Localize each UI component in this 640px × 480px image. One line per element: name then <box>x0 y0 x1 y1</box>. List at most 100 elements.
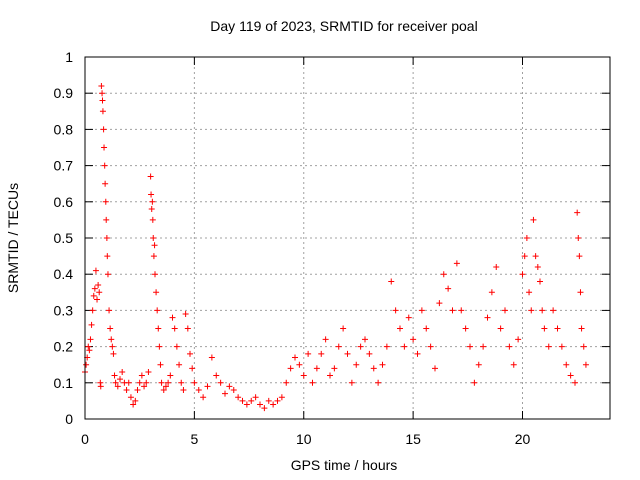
data-point <box>550 307 557 314</box>
data-point <box>526 289 533 296</box>
data-point <box>574 209 581 216</box>
data-point <box>414 350 421 357</box>
data-point <box>340 325 347 332</box>
data-point <box>111 372 118 379</box>
data-point <box>305 350 312 357</box>
grid-lines <box>85 57 610 419</box>
data-point <box>471 379 478 386</box>
data-point <box>217 379 224 386</box>
data-point <box>239 397 246 404</box>
data-point <box>278 394 285 401</box>
data-point <box>184 325 191 332</box>
data-point <box>226 383 233 390</box>
y-tick-label: 0.2 <box>54 339 74 355</box>
data-point <box>274 397 281 404</box>
data-point <box>375 379 382 386</box>
y-tick-label: 0.1 <box>54 375 74 391</box>
data-point <box>462 325 469 332</box>
y-tick-label: 0 <box>65 411 73 427</box>
data-point <box>96 289 103 296</box>
data-point <box>534 263 541 270</box>
data-point <box>296 361 303 368</box>
data-point <box>103 235 110 241</box>
data-point <box>150 253 157 260</box>
data-point <box>558 343 565 350</box>
data-point <box>141 383 148 390</box>
data-point <box>165 379 172 386</box>
data-point <box>410 336 417 343</box>
data-point <box>432 365 438 372</box>
x-tick-label: 5 <box>190 431 198 447</box>
data-point <box>151 242 158 249</box>
data-point <box>353 361 360 368</box>
data-point <box>101 162 108 169</box>
data-point <box>300 372 307 379</box>
data-point <box>567 372 574 379</box>
data-point <box>101 144 108 151</box>
data-point <box>86 347 93 354</box>
data-point <box>148 206 155 213</box>
y-tick-label: 0.6 <box>54 194 74 210</box>
data-point <box>149 216 156 223</box>
data-point <box>191 379 198 386</box>
data-point <box>318 350 325 357</box>
data-point <box>582 361 589 368</box>
data-point <box>149 198 156 205</box>
data-point <box>521 253 528 260</box>
data-point <box>488 289 495 296</box>
data-point <box>292 354 298 361</box>
data-point <box>97 383 104 390</box>
data-point <box>138 372 145 379</box>
data-point <box>265 397 272 404</box>
data-point <box>147 173 154 180</box>
plot-frame <box>84 56 611 420</box>
data-point <box>475 361 482 368</box>
data-point <box>528 307 535 314</box>
data-point <box>327 372 333 379</box>
data-point <box>95 282 102 289</box>
data-point <box>182 311 189 318</box>
data-point <box>309 379 316 386</box>
data-point <box>577 289 584 296</box>
data-point <box>155 325 162 332</box>
y-tick-label: 0.7 <box>54 158 74 174</box>
data-point <box>94 296 101 303</box>
data-point <box>152 271 158 278</box>
data-point <box>388 278 395 285</box>
data-point <box>563 361 570 368</box>
data-point <box>154 307 161 314</box>
y-axis-label: SRMTID / TECUs <box>5 183 21 293</box>
data-point <box>578 325 585 332</box>
data-point <box>383 343 390 350</box>
data-point <box>344 350 351 357</box>
data-point <box>576 253 583 260</box>
y-tick-label: 0.4 <box>54 266 74 282</box>
data-point <box>150 235 157 241</box>
data-point <box>117 376 123 383</box>
data-point <box>85 343 92 350</box>
data-point <box>130 401 137 408</box>
data-point <box>440 271 447 278</box>
data-point <box>195 387 202 394</box>
data-point <box>171 325 178 332</box>
data-point <box>248 397 255 404</box>
data-point <box>222 390 228 397</box>
data-point <box>88 321 95 328</box>
data-point <box>287 365 294 372</box>
data-point <box>554 325 561 332</box>
data-point <box>90 292 97 299</box>
data-point <box>157 361 164 368</box>
data-point <box>572 379 578 386</box>
data-point <box>537 278 543 285</box>
data-point <box>523 235 530 241</box>
data-point <box>114 383 121 390</box>
data-point <box>102 198 109 205</box>
data-point <box>132 397 139 404</box>
data-point <box>87 336 94 343</box>
data-point <box>379 361 386 368</box>
data-point <box>392 307 399 314</box>
data-point <box>418 307 425 314</box>
data-points <box>82 82 589 412</box>
data-point <box>362 336 368 343</box>
